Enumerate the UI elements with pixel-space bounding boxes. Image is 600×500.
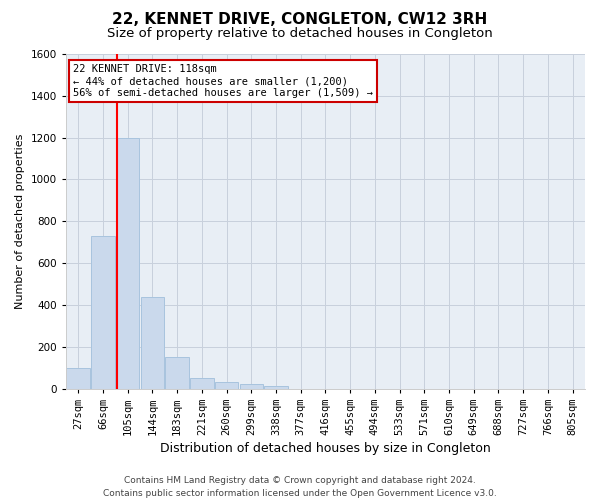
Bar xyxy=(264,386,288,388)
Y-axis label: Number of detached properties: Number of detached properties xyxy=(15,134,25,309)
Bar xyxy=(67,368,90,388)
Bar xyxy=(116,138,139,388)
Bar xyxy=(91,236,115,388)
Bar xyxy=(166,357,189,388)
Bar xyxy=(190,378,214,388)
Bar xyxy=(140,296,164,388)
Text: 22 KENNET DRIVE: 118sqm
← 44% of detached houses are smaller (1,200)
56% of semi: 22 KENNET DRIVE: 118sqm ← 44% of detache… xyxy=(73,64,373,98)
Text: Contains HM Land Registry data © Crown copyright and database right 2024.
Contai: Contains HM Land Registry data © Crown c… xyxy=(103,476,497,498)
Text: 22, KENNET DRIVE, CONGLETON, CW12 3RH: 22, KENNET DRIVE, CONGLETON, CW12 3RH xyxy=(112,12,488,28)
Text: Size of property relative to detached houses in Congleton: Size of property relative to detached ho… xyxy=(107,28,493,40)
X-axis label: Distribution of detached houses by size in Congleton: Distribution of detached houses by size … xyxy=(160,442,491,455)
Bar xyxy=(239,384,263,388)
Bar xyxy=(215,382,238,388)
